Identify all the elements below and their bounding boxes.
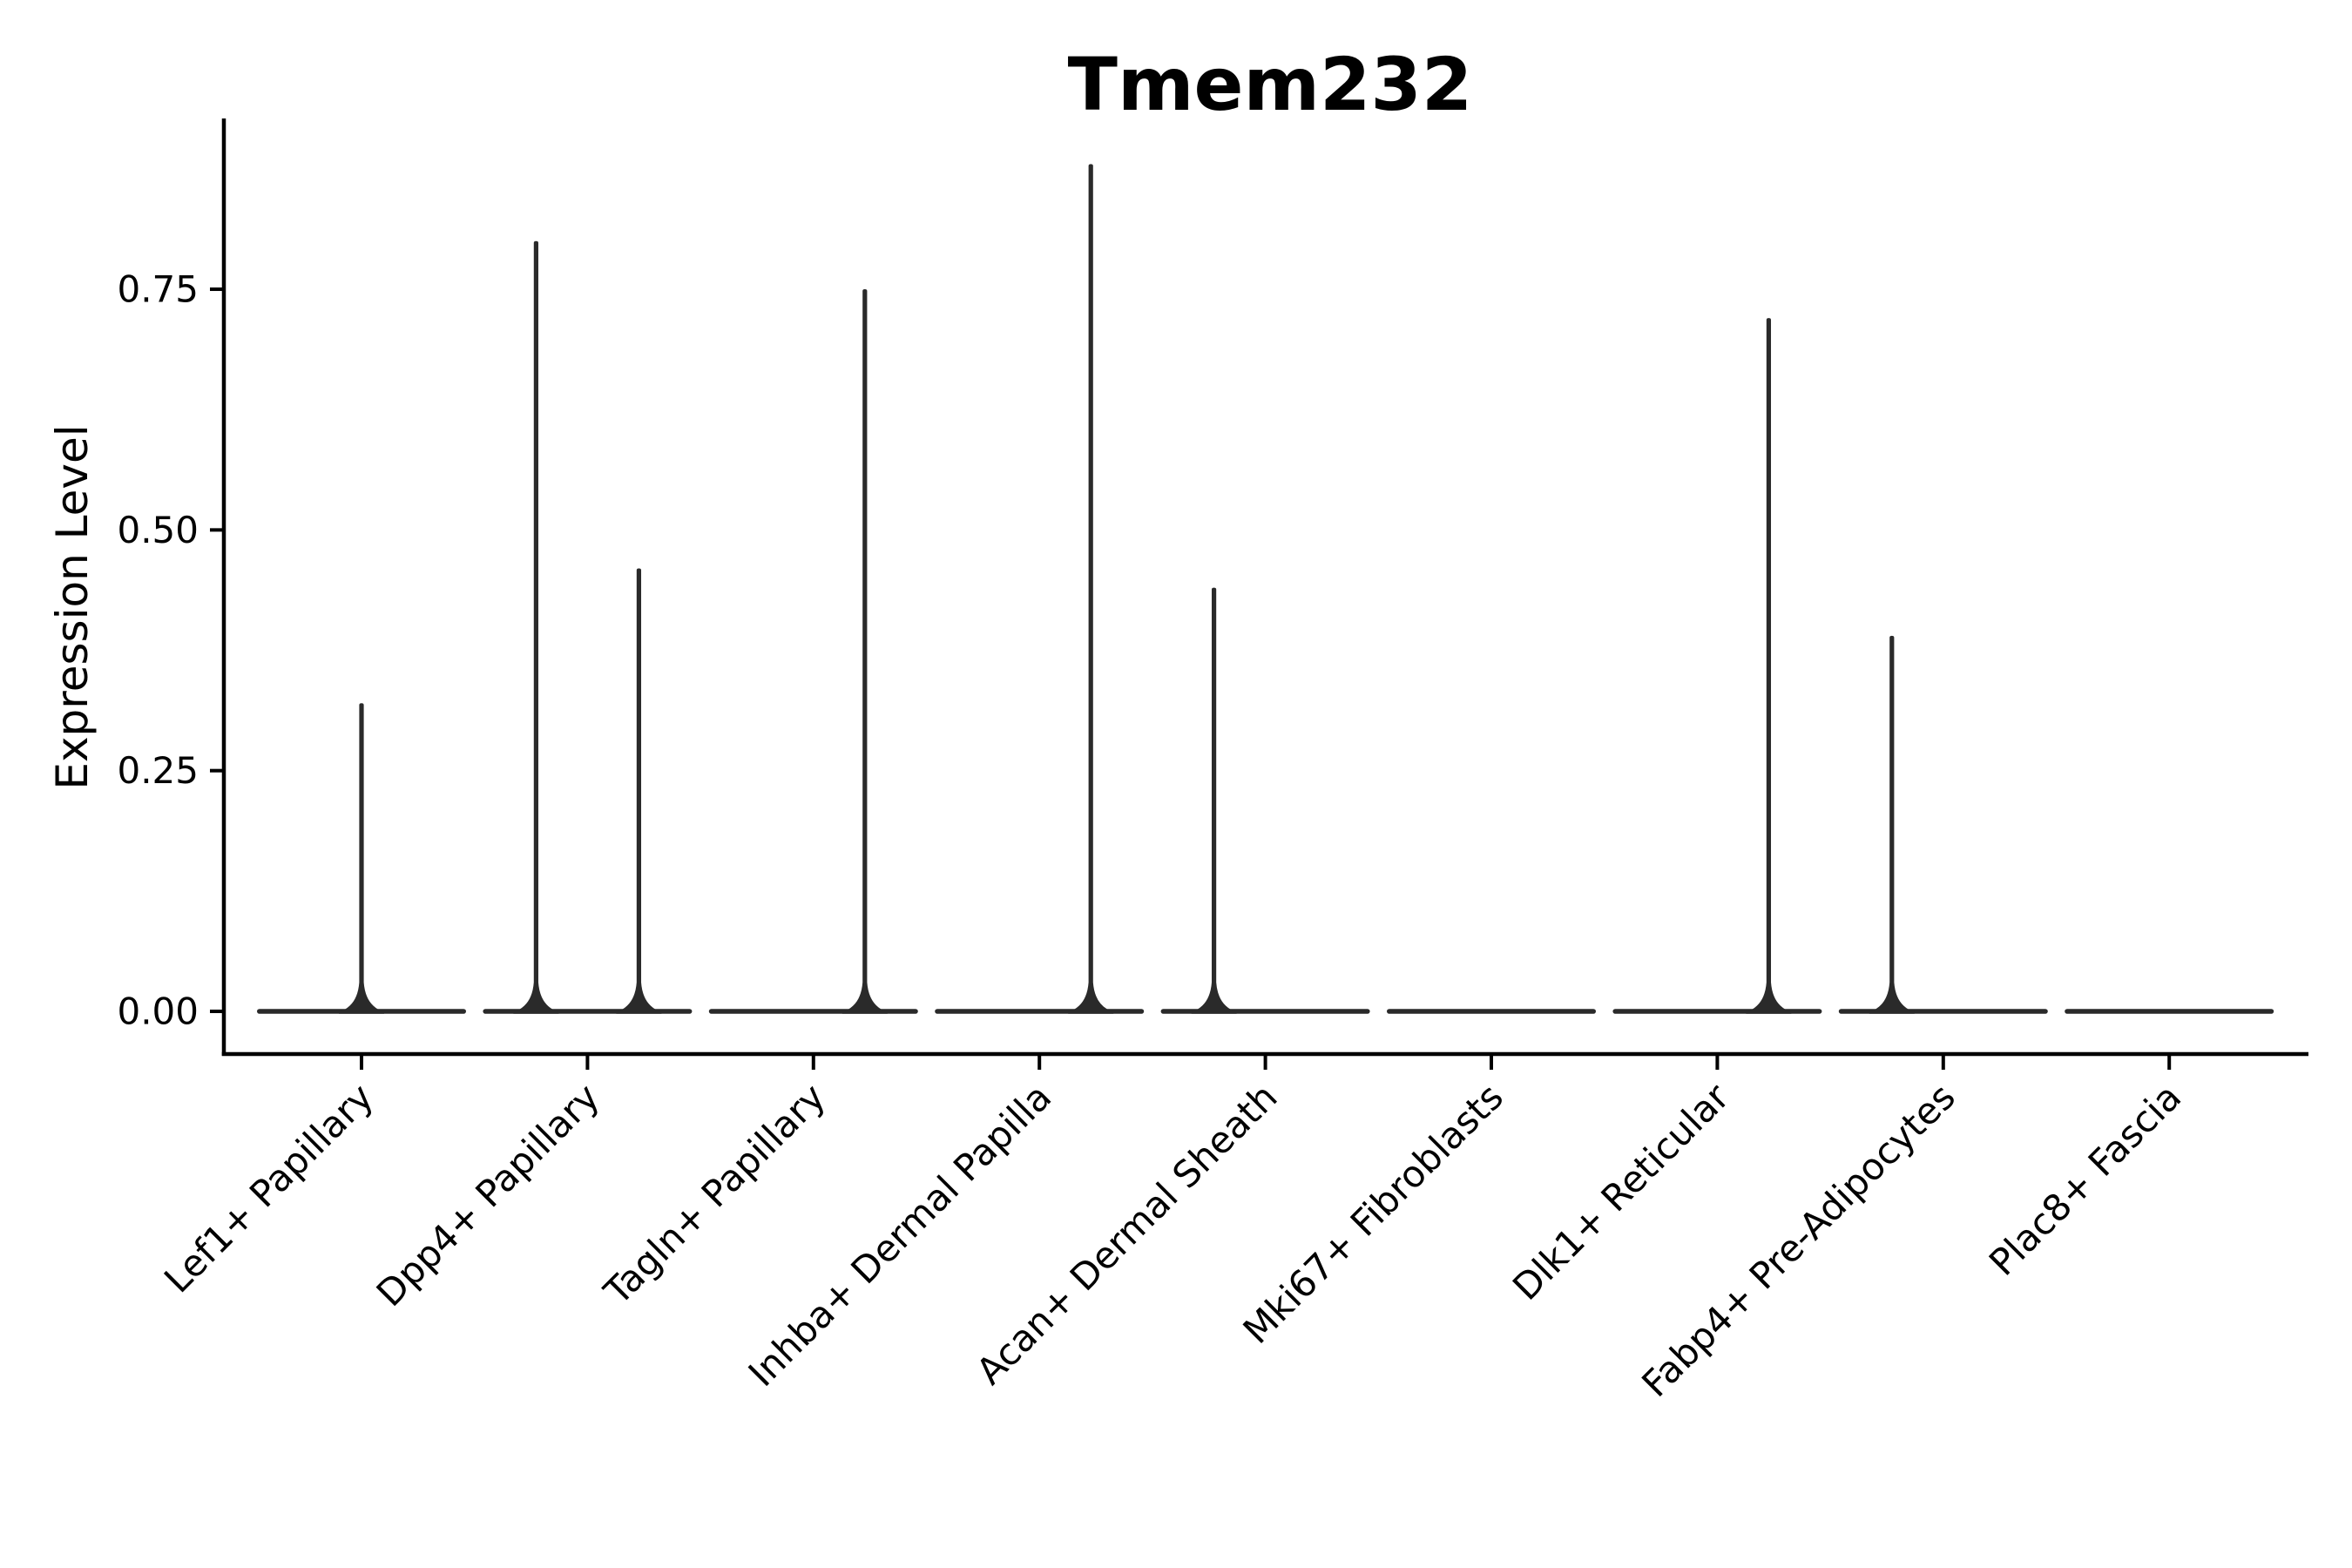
violin-needle — [1068, 164, 1114, 1014]
x-tick-label: Lef1+ Papillary — [156, 1075, 382, 1301]
y-tick-label: 0.25 — [117, 749, 199, 792]
y-tick-label: 0.75 — [117, 268, 199, 311]
x-tick-label: Mki67+ Fibroblasts — [1235, 1075, 1511, 1351]
y-axis-ticks: 0.00 0.25 0.50 0.75 — [117, 268, 224, 1033]
violin-needle — [513, 240, 559, 1014]
x-tick-label: Dpp4+ Papillary — [368, 1075, 608, 1315]
chart-title: Tmem232 — [1068, 42, 1473, 127]
x-tick-label: Tagln+ Papillary — [595, 1075, 833, 1313]
violin-base — [2065, 1009, 2274, 1014]
x-tick-label: Plac8+ Fascia — [1981, 1075, 2189, 1283]
y-tick-label: 0.50 — [117, 509, 199, 551]
violin-needle — [1191, 587, 1237, 1014]
violin-base — [1387, 1009, 1596, 1014]
violins — [257, 164, 2274, 1014]
violin-needle — [1746, 318, 1792, 1014]
violin-needle — [616, 568, 662, 1014]
violin-needle — [1869, 635, 1915, 1014]
violin-needle — [339, 703, 384, 1014]
x-tick-label: Dlk1+ Reticular — [1504, 1075, 1738, 1308]
violin-needle — [841, 289, 888, 1014]
y-axis-label: Expression Level — [47, 424, 98, 789]
y-tick-label: 0.00 — [117, 990, 199, 1033]
